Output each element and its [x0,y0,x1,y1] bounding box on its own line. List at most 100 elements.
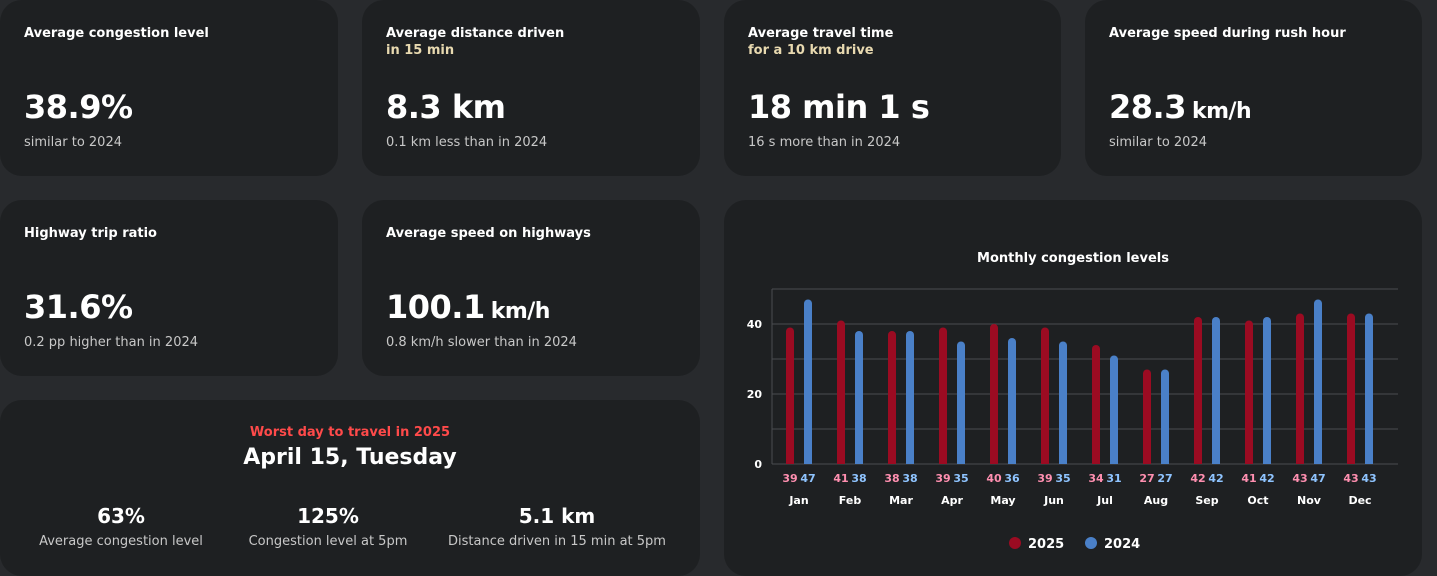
x-tick-label: Sep [1195,494,1218,507]
card-subtitle: in 15 min [386,43,455,58]
bar-2024-base [1059,460,1067,464]
x-tick-label: Dec [1348,494,1371,507]
bar-2025-base [1194,460,1202,464]
bar-2025-base [837,460,845,464]
bar-2025-base [1041,460,1049,464]
data-label: 47 [800,472,815,485]
bar-2024 [1212,317,1220,464]
bar-2024 [1365,313,1373,464]
data-label: 43 [1361,472,1376,485]
data-label: 38 [902,472,917,485]
card-note: 0.8 km/h slower than in 2024 [386,335,577,350]
bar-2025 [1194,317,1202,464]
worst-day-stat: 125% Congestion level at 5pm [208,504,448,549]
bar-2024 [957,341,965,464]
data-label: 40 [986,472,1002,485]
x-tick-label: Aug [1144,494,1168,507]
card-value: 31.6% [24,288,133,326]
data-label: 38 [884,472,899,485]
card-rush-speed: Average speed during rush hour 28.3 km/h … [1085,0,1422,176]
data-label: 42 [1190,472,1205,485]
card-title-main: Average travel time [748,26,894,41]
bar-2024-base [1110,460,1118,464]
card-value: 18 min 1 s [748,88,930,126]
card-congestion: Average congestion level 38.9% similar t… [0,0,338,176]
data-label: 41 [833,472,848,485]
y-tick-label: 40 [747,318,763,331]
data-label: 41 [1241,472,1256,485]
bar-2024 [1059,341,1067,464]
bar-2025-base [1143,460,1151,464]
card-value: 38.9% [24,88,133,126]
bar-2024-base [1365,460,1373,464]
bar-2024 [855,331,863,464]
bar-2025 [837,320,845,464]
card-value-unit: km/h [490,299,551,324]
bar-2025-base [888,460,896,464]
card-title: Average congestion level [24,26,209,41]
data-label: 43 [1292,472,1307,485]
card-title: Highway trip ratio [24,226,157,241]
data-label: 39 [1037,472,1052,485]
card-note: 0.2 pp higher than in 2024 [24,335,199,350]
data-label: 35 [1055,472,1070,485]
card-highway-speed: Average speed on highways 100.1 km/h 0.8 … [362,200,700,376]
bar-2025-base [1092,460,1100,464]
y-tick-label: 0 [754,458,762,471]
card-worst-day [0,400,700,576]
bar-2024 [1314,299,1322,464]
bar-2025-base [786,460,794,464]
data-label: 35 [953,472,968,485]
worst-day-stat: 63% Average congestion level [1,504,241,549]
y-tick-label: 20 [747,388,763,401]
legend-dot-2025 [1009,537,1021,549]
chart-grid: 0 20 40 [747,288,1398,471]
card-distance: Average distance driven in 15 min 8.3 km… [362,0,700,176]
x-tick-label: Jun [1043,494,1064,507]
card-value: 8.3 km [386,88,506,126]
card-value: 100.1 km/h [386,288,550,326]
card-title: Average speed on highways [386,226,591,241]
legend-label-2025: 2025 [1028,537,1064,552]
stat-label: Congestion level at 5pm [248,534,408,549]
x-tick-label: Oct [1247,494,1268,507]
bar-2025 [939,327,947,464]
bar-2024-base [1314,460,1322,464]
bar-2025 [1245,320,1253,464]
bar-2025 [1296,313,1304,464]
data-label: 39 [935,472,950,485]
bar-2024-base [957,460,965,464]
card-value-number: 28.3 [1109,88,1186,126]
bar-2024-base [1161,460,1169,464]
card-note: similar to 2024 [1109,135,1207,150]
x-tick-label: Mar [889,494,913,507]
bar-2024 [1263,317,1271,464]
bar-2025-base [1296,460,1304,464]
bar-2024 [1008,338,1016,464]
stat-value: 63% [97,504,145,528]
bar-2024-base [804,460,812,464]
bar-2025 [990,324,998,464]
card-subtitle: for a 10 km drive [748,43,874,58]
card-title: Average distance driven in 15 min [386,25,564,59]
card-title: Average travel time for a 10 km drive [748,25,893,59]
bar-2024-base [1212,460,1220,464]
legend-label-2024: 2024 [1104,537,1140,552]
bar-2025 [1143,369,1151,464]
data-label: 39 [782,472,797,485]
card-title-main: Average distance driven [386,26,565,41]
x-tick-label: Jan [788,494,808,507]
bar-2024 [906,331,914,464]
bar-2025 [1092,345,1100,464]
card-travel-time: Average travel time for a 10 km drive 18… [724,0,1061,176]
chart-title: Monthly congestion levels [977,251,1169,266]
bar-2025 [1347,313,1355,464]
bar-2025-base [939,460,947,464]
data-label: 27 [1157,472,1172,485]
legend-dot-2024 [1085,537,1097,549]
x-tick-label: May [990,494,1015,507]
x-tick-label: Feb [839,494,862,507]
bar-2025 [1041,327,1049,464]
card-value-unit: km/h [1191,99,1252,124]
